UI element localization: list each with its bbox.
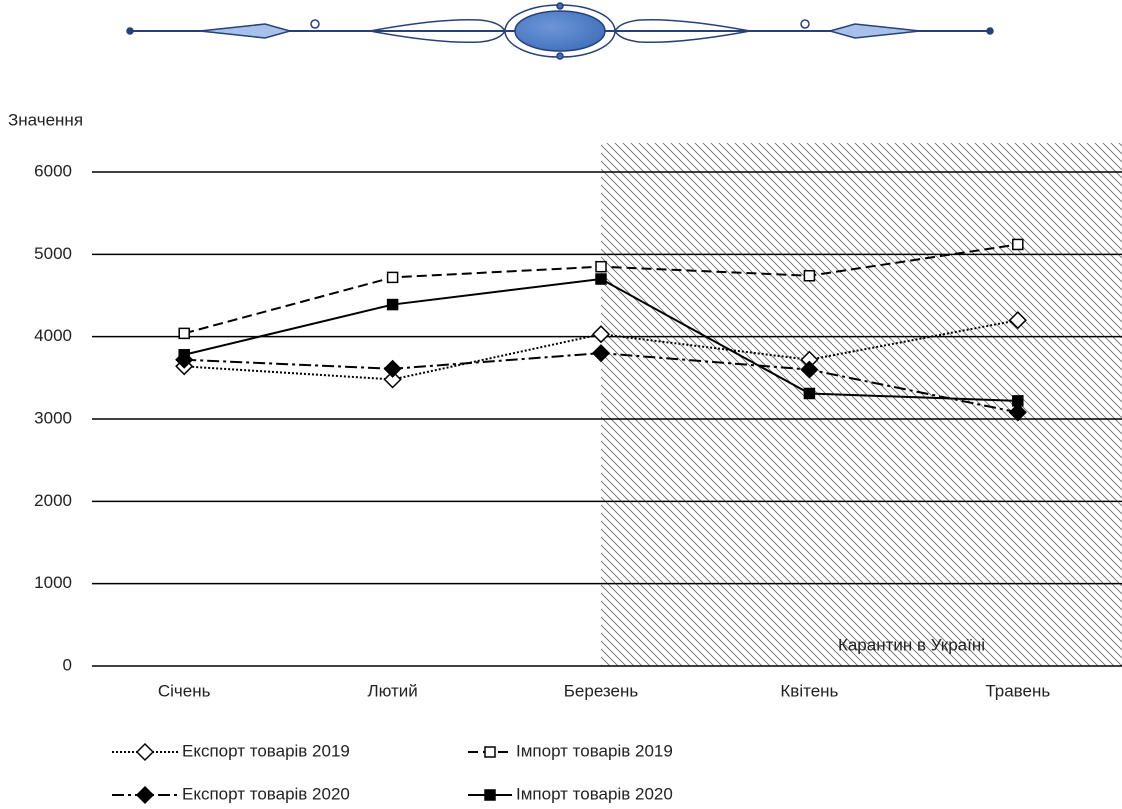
legend-marker: [485, 790, 495, 800]
legend-label: Експорт товарів 2020: [182, 784, 350, 803]
legend-item: Експорт товарів 2020: [112, 784, 350, 803]
y-tick-label: 3000: [34, 408, 72, 427]
shaded-region: [601, 143, 1122, 666]
y-tick-label: 6000: [34, 161, 72, 180]
chart: Значення Карантин в Україні 0 1000 2000 3000…: [0, 0, 1122, 809]
data-point: [385, 361, 401, 377]
x-tick-label: Травень: [985, 681, 1050, 700]
y-tick-label: 0: [63, 655, 72, 674]
legend-label: Імпорт товарів 2019: [516, 741, 673, 760]
data-point: [804, 271, 814, 281]
y-tick-label: 2000: [34, 491, 72, 510]
y-tick-label: 5000: [34, 244, 72, 263]
legend-item: Імпорт товарів 2020: [468, 784, 673, 803]
y-tick-label: 1000: [34, 573, 72, 592]
data-point: [596, 262, 606, 272]
x-tick-label: Лютий: [367, 681, 417, 700]
data-point: [388, 272, 398, 282]
legend-marker: [137, 744, 153, 760]
x-tick-label: Квітень: [780, 681, 838, 700]
legend-item: Експорт товарів 2019: [112, 741, 350, 760]
data-point: [388, 300, 398, 310]
legend-item: Імпорт товарів 2019: [468, 741, 673, 760]
legend-label: Експорт товарів 2019: [182, 741, 350, 760]
legend-marker: [485, 747, 495, 757]
data-point: [1013, 239, 1023, 249]
data-point: [596, 274, 606, 284]
x-tick-label: Березень: [564, 681, 639, 700]
legend-marker: [137, 787, 153, 803]
legend-label: Імпорт товарів 2020: [516, 784, 673, 803]
data-point: [179, 328, 189, 338]
data-point: [179, 350, 189, 360]
ornament: [127, 3, 993, 59]
y-axis-label: Значення: [8, 110, 83, 129]
data-point: [1013, 396, 1023, 406]
y-tick-label: 4000: [34, 326, 72, 345]
data-point: [804, 388, 814, 398]
region-label: Карантин в Україні: [838, 635, 985, 654]
x-tick-label: Січень: [158, 681, 211, 700]
